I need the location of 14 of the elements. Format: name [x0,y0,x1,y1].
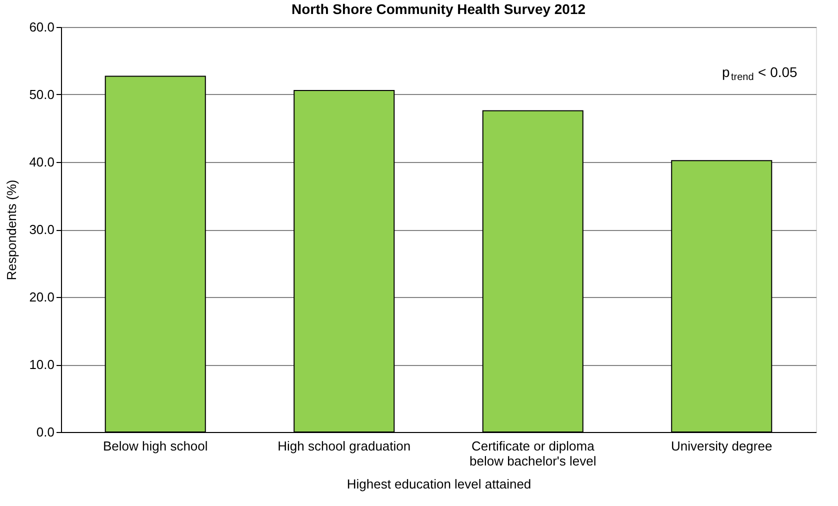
y-tick-label: 40.0 [29,154,54,170]
x-tick-label: Certificate or diploma below bachelor's level [469,438,596,468]
y-tick-label: 50.0 [29,87,54,102]
y-tick-label: 30.0 [29,222,54,237]
y-tick-label: 10.0 [29,357,54,372]
y-tick-label: 20.0 [29,290,54,304]
y-tick-label: 0.0 [36,424,54,440]
x-tick-label: High school graduation [278,438,411,454]
chart-title: North Shore Community Health Survey 2012 [291,1,586,17]
y-tick-label: 60.0 [29,20,54,34]
x-tick-label: University degree [671,438,772,454]
x-axis-title: Highest education level attained [346,476,532,492]
y-axis-title: Respondents (%) [4,180,20,280]
x-tick-label: Below high school [102,438,208,454]
